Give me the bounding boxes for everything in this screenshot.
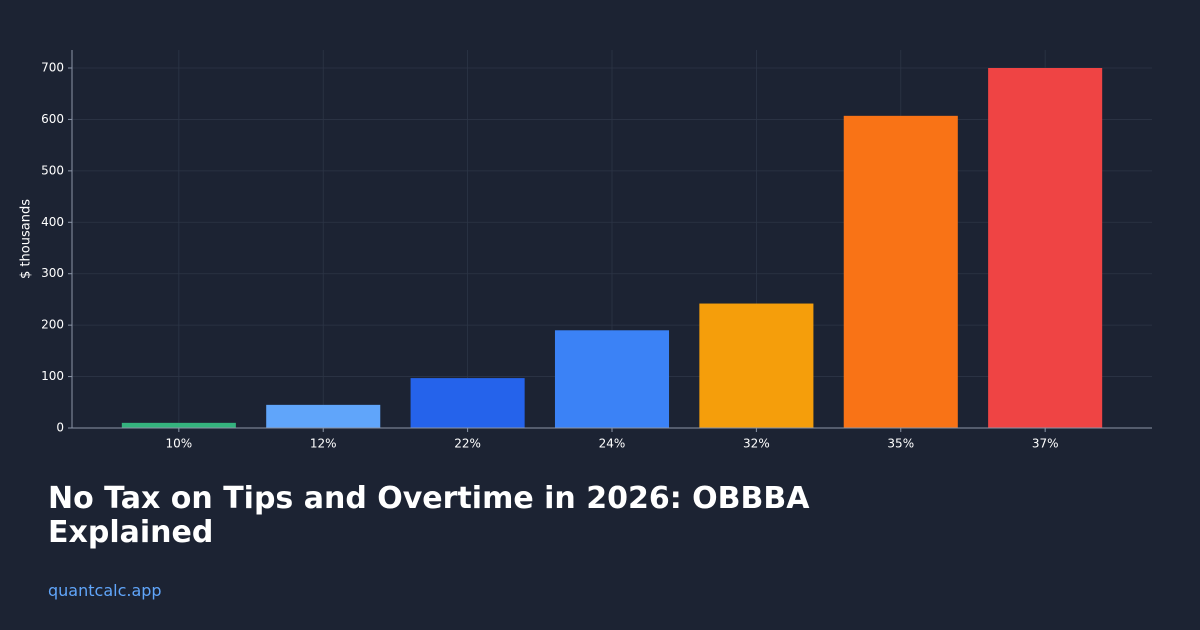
- bar: [266, 404, 381, 428]
- y-tick-label: 500: [41, 163, 64, 177]
- chart: $ thousands 0 100 200 300 400 500 600 700 10% 12%…: [19, 50, 1152, 451]
- bar: [843, 115, 958, 428]
- x-tick-label: 35%: [887, 437, 914, 451]
- x-tick-label: 22%: [454, 437, 481, 451]
- site-link[interactable]: quantcalc.app: [48, 581, 162, 600]
- bar: [988, 68, 1103, 428]
- y-tick-label: 400: [41, 215, 64, 229]
- x-tick-label: 24%: [599, 437, 626, 451]
- y-tick-label: 300: [41, 266, 64, 280]
- y-tick-label: 100: [41, 369, 64, 383]
- bar: [554, 330, 670, 428]
- x-tick-label: 12%: [310, 437, 337, 451]
- x-tick-label: 32%: [743, 437, 770, 451]
- page-title: No Tax on Tips and Overtime in 2026: OBB…: [48, 481, 810, 550]
- bar: [699, 303, 814, 428]
- bar: [121, 422, 236, 428]
- y-tick-label: 700: [41, 61, 64, 75]
- y-tick-label: 200: [41, 318, 64, 332]
- x-tick-label: 10%: [166, 437, 193, 451]
- x-tick-label: 37%: [1032, 437, 1059, 451]
- y-axis-label: $ thousands: [19, 199, 34, 279]
- y-tick-label: 0: [56, 421, 64, 435]
- bar: [410, 378, 525, 428]
- y-tick-label: 600: [41, 112, 64, 126]
